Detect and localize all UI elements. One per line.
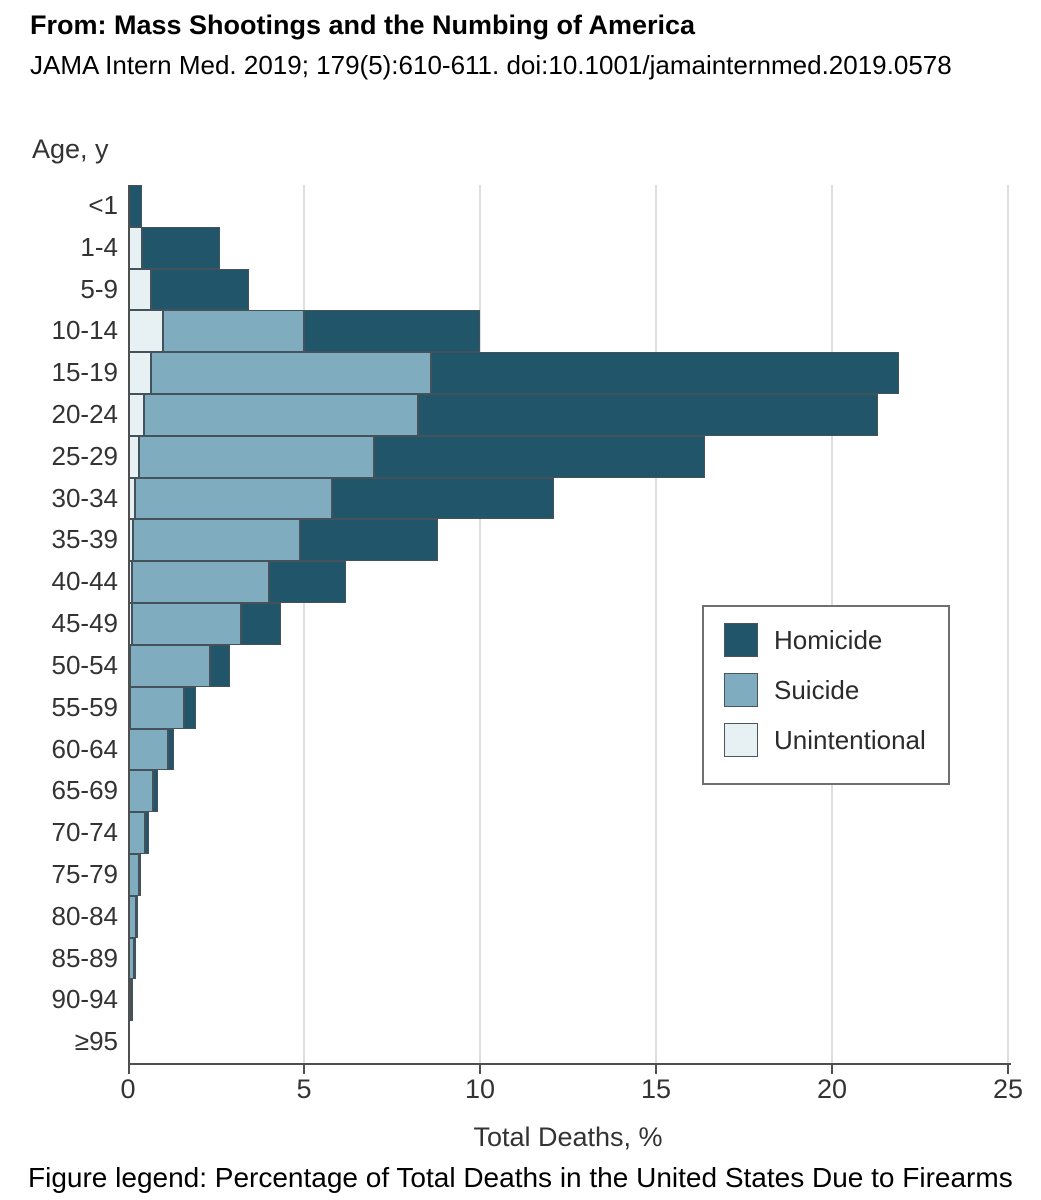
x-tick-5: [303, 1065, 305, 1074]
x-tick-label-10: 10: [464, 1074, 496, 1104]
bar-suicide-20-24: [143, 394, 419, 436]
bar-homicide-10-14: [304, 310, 480, 353]
bar-homicide-60-64: [167, 728, 174, 771]
x-tick-25: [1007, 1065, 1009, 1074]
y-label-20-24: 20-24: [51, 399, 119, 430]
y-label-5-9: 5-9: [80, 273, 118, 304]
bar-suicide-55-59: [129, 686, 184, 729]
bar-homicide-50-54: [209, 644, 231, 687]
y-label-35-39: 35-39: [51, 524, 119, 555]
x-tick-label-0: 0: [120, 1074, 136, 1104]
x-axis-title: Total Deaths, %: [473, 1122, 663, 1152]
bar-suicide-70-74: [129, 812, 145, 854]
bar-suicide-35-39: [133, 519, 301, 562]
y-label-50-54: 50-54: [51, 649, 119, 680]
gridline-10: [479, 185, 481, 1063]
bar-homicide-30-34: [332, 477, 554, 520]
y-label-55-59: 55-59: [51, 691, 119, 722]
y-label-10-14: 10-14: [51, 315, 119, 346]
bar-homicide-1-4: [142, 226, 220, 269]
bar-suicide-25-29: [138, 435, 375, 478]
bar-suicide-65-69: [129, 770, 153, 813]
y-label-80-84: 80-84: [51, 900, 119, 931]
bar-homicide-35-39: [300, 519, 438, 562]
y-axis-title: Age, y: [32, 134, 109, 164]
bar-homicide-45-49: [240, 603, 282, 645]
bar-homicide-90-94: [131, 979, 134, 1022]
y-label-65-69: 65-69: [51, 775, 119, 806]
y-label-60-64: 60-64: [51, 733, 119, 764]
bar-homicide-70-74: [144, 812, 149, 854]
legend-item-unintentional: Unintentional: [724, 723, 948, 757]
figure-caption: Figure legend: Percentage of Total Death…: [28, 1162, 1013, 1193]
y-label-85-89: 85-89: [51, 942, 119, 973]
y-label-45-49: 45-49: [51, 608, 119, 639]
y-label-40-44: 40-44: [51, 566, 119, 597]
bar-unintentional-5-9: [128, 268, 151, 311]
x-tick-label-5: 5: [296, 1074, 312, 1104]
y-label-30-34: 30-34: [51, 482, 119, 513]
legend-swatch-homicide: [724, 623, 758, 657]
bar-homicide-80-84: [136, 895, 139, 938]
x-tick-label-20: 20: [816, 1074, 848, 1104]
y-label-70-74: 70-74: [51, 817, 119, 848]
x-axis-line: [128, 1063, 1011, 1065]
x-tick-15: [655, 1065, 657, 1074]
legend-label-suicide: Suicide: [774, 674, 860, 705]
x-tick-label-25: 25: [992, 1074, 1024, 1104]
y-label-15-19: 15-19: [51, 357, 119, 388]
bar-homicide-5-9: [150, 268, 250, 311]
bar-unintentional-10-14: [128, 310, 164, 353]
bar-suicide-45-49: [131, 603, 241, 645]
bar-homicide-40-44: [268, 561, 347, 604]
bar-homicide-<1: [128, 185, 143, 227]
bar-homicide-85-89: [134, 937, 137, 980]
bar-homicide-25-29: [374, 435, 706, 478]
article-title: From: Mass Shootings and the Numbing of …: [30, 10, 696, 40]
bar-unintentional-15-19: [128, 352, 151, 395]
bar-suicide-10-14: [163, 310, 304, 353]
x-tick-20: [831, 1065, 833, 1074]
y-label-≥95: ≥95: [74, 1026, 118, 1057]
x-tick-10: [479, 1065, 481, 1074]
bar-suicide-30-34: [135, 477, 333, 520]
legend-swatch-suicide: [724, 673, 758, 707]
plot-area: Homicide Suicide Unintentional: [128, 185, 1011, 1074]
bar-unintentional-20-24: [128, 394, 144, 436]
x-tick-0: [128, 1065, 130, 1074]
bar-homicide-75-79: [139, 853, 142, 896]
gridline-25: [1007, 185, 1009, 1063]
bar-suicide-40-44: [131, 561, 269, 604]
gridline-5: [303, 185, 305, 1063]
chart-legend: Homicide Suicide Unintentional: [702, 605, 950, 785]
legend-item-homicide: Homicide: [724, 623, 948, 657]
bar-suicide-60-64: [129, 728, 168, 771]
y-axis-line: [128, 185, 130, 1063]
x-tick-label-15: 15: [640, 1074, 672, 1104]
article-citation: JAMA Intern Med. 2019; 179(5):610-611. d…: [30, 50, 952, 80]
bar-homicide-20-24: [418, 394, 878, 436]
y-label-25-29: 25-29: [51, 440, 119, 471]
bar-homicide-65-69: [152, 770, 158, 813]
bar-homicide-15-19: [430, 352, 899, 395]
y-label-<1: <1: [88, 190, 118, 220]
legend-swatch-unintentional: [724, 723, 758, 757]
bar-unintentional-1-4: [128, 226, 143, 269]
bar-suicide-75-79: [128, 853, 140, 896]
bar-suicide-50-54: [130, 644, 210, 687]
legend-label-unintentional: Unintentional: [774, 724, 926, 755]
y-label-75-79: 75-79: [51, 858, 119, 889]
y-label-1-4: 1-4: [80, 231, 118, 262]
bar-suicide-15-19: [150, 352, 431, 395]
gridline-15: [655, 185, 657, 1063]
y-label-90-94: 90-94: [51, 984, 119, 1015]
legend-label-homicide: Homicide: [774, 624, 883, 655]
bar-homicide-55-59: [183, 686, 196, 729]
legend-item-suicide: Suicide: [724, 673, 948, 707]
